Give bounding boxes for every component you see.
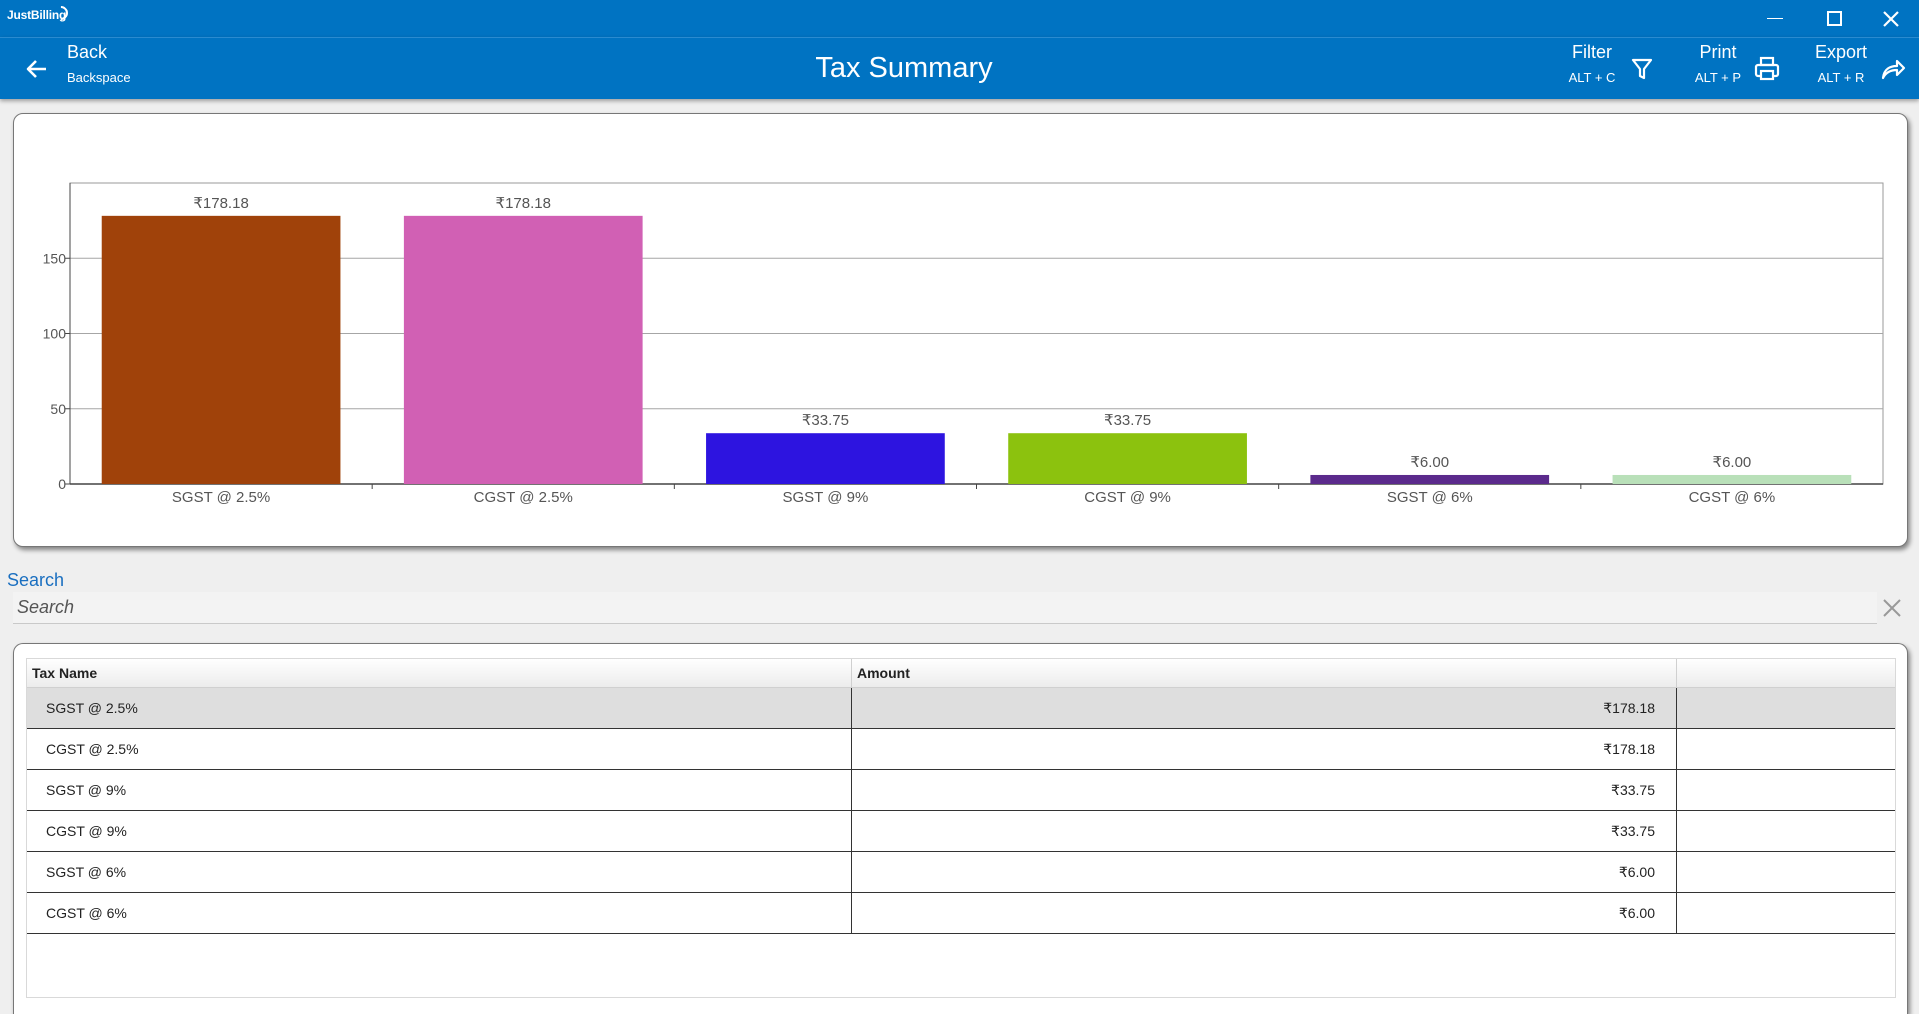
- y-tick-label: 50: [50, 401, 66, 417]
- bar: [403, 215, 643, 484]
- table-row[interactable]: CGST @ 9% ₹33.75: [27, 811, 1895, 852]
- back-arrow-icon: [26, 60, 46, 78]
- amount-cell: ₹178.18: [852, 688, 1677, 728]
- page-title: Tax Summary: [815, 52, 993, 84]
- bar: [706, 433, 945, 484]
- close-window-button[interactable]: [1863, 0, 1919, 37]
- tax-name-cell: CGST @ 9%: [27, 811, 852, 851]
- amount-cell: ₹33.75: [852, 770, 1677, 810]
- title-bar: JustBilling: [0, 0, 1919, 37]
- table-row[interactable]: CGST @ 6% ₹6.00: [27, 893, 1895, 934]
- close-icon: [1883, 10, 1899, 27]
- column-header-blank: [1677, 659, 1895, 688]
- back-button[interactable]: Back Backspace: [24, 38, 131, 100]
- print-label: Print: [1699, 42, 1737, 62]
- table-row[interactable]: SGST @ 2.5% ₹178.18: [27, 688, 1895, 729]
- amount-cell: ₹6.00: [852, 852, 1677, 892]
- chart-card: 0 50 100 150 ₹178.18 SGST @ 2.5% ₹178.18 CGST @…: [13, 113, 1908, 547]
- bar-data-label: ₹6.00: [1410, 454, 1449, 471]
- back-label: Back: [67, 42, 108, 62]
- printer-icon: [1754, 56, 1780, 81]
- print-button[interactable]: Print ALT + P: [1692, 38, 1780, 100]
- back-shortcut: Backspace: [67, 70, 131, 85]
- table-card: Tax Name Amount SGST @ 2.5% ₹178.18 CGST…: [13, 643, 1908, 1014]
- y-tick-label: 100: [43, 326, 67, 342]
- bar-data-label: ₹178.18: [496, 195, 551, 212]
- bar: [101, 215, 341, 484]
- export-label: Export: [1815, 42, 1868, 62]
- bar: [1310, 474, 1550, 484]
- filter-shortcut: ALT + C: [1568, 70, 1616, 85]
- tax-name-cell: CGST @ 6%: [27, 893, 852, 933]
- share-arrow-icon: [1881, 59, 1906, 80]
- y-tick-label: 0: [58, 476, 66, 492]
- amount-cell: ₹33.75: [852, 811, 1677, 851]
- tax-grid: Tax Name Amount SGST @ 2.5% ₹178.18 CGST…: [26, 658, 1896, 998]
- bar-data-label: ₹178.18: [193, 195, 248, 212]
- grid-header: Tax Name Amount: [27, 659, 1895, 688]
- empty-cell: [1677, 729, 1895, 769]
- maximize-icon: [1826, 11, 1842, 26]
- x-tick-label: CGST @ 6%: [1689, 489, 1776, 506]
- table-row[interactable]: CGST @ 2.5% ₹178.18: [27, 729, 1895, 770]
- x-tick-label: CGST @ 2.5%: [474, 489, 573, 506]
- export-button[interactable]: Export ALT + R: [1815, 38, 1907, 100]
- export-shortcut: ALT + R: [1817, 70, 1865, 85]
- bar-data-label: ₹33.75: [802, 412, 849, 429]
- tax-bar-chart: 0 50 100 150 ₹178.18 SGST @ 2.5% ₹178.18 CGST @…: [43, 182, 1884, 506]
- empty-cell: [1677, 893, 1895, 933]
- tax-name-cell: SGST @ 6%: [27, 852, 852, 892]
- filter-label: Filter: [1572, 42, 1612, 62]
- bar: [1008, 433, 1247, 484]
- x-tick-label: SGST @ 6%: [1387, 489, 1473, 506]
- clear-search-icon[interactable]: [1881, 597, 1903, 619]
- bar-data-label: ₹6.00: [1713, 454, 1752, 471]
- table-row[interactable]: SGST @ 6% ₹6.00: [27, 852, 1895, 893]
- page-header: Back Backspace Tax Summary Filter ALT + …: [0, 37, 1919, 99]
- column-header-tax-name[interactable]: Tax Name: [27, 659, 852, 688]
- search-label: Search: [7, 570, 65, 590]
- tax-name-cell: SGST @ 9%: [27, 770, 852, 810]
- x-tick-label: SGST @ 9%: [783, 489, 869, 506]
- filter-button[interactable]: Filter ALT + C: [1566, 38, 1653, 100]
- amount-cell: ₹6.00: [852, 893, 1677, 933]
- empty-cell: [1677, 811, 1895, 851]
- filter-icon: [1631, 58, 1653, 80]
- empty-cell: [1677, 688, 1895, 728]
- bar-data-label: ₹33.75: [1104, 412, 1151, 429]
- empty-cell: [1677, 770, 1895, 810]
- tax-name-cell: SGST @ 2.5%: [27, 688, 852, 728]
- tax-name-cell: CGST @ 2.5%: [27, 729, 852, 769]
- amount-cell: ₹178.18: [852, 729, 1677, 769]
- minimize-icon: [1767, 18, 1783, 19]
- y-tick-label: 150: [43, 250, 67, 266]
- x-tick-label: SGST @ 2.5%: [172, 489, 270, 506]
- minimize-button[interactable]: [1747, 0, 1803, 37]
- print-shortcut: ALT + P: [1694, 70, 1742, 85]
- search-input[interactable]: [13, 592, 1877, 623]
- maximize-button[interactable]: [1806, 0, 1862, 37]
- app-logo: JustBilling: [7, 8, 67, 22]
- table-row[interactable]: SGST @ 9% ₹33.75: [27, 770, 1895, 811]
- empty-cell: [1677, 852, 1895, 892]
- x-tick-label: CGST @ 9%: [1084, 489, 1171, 506]
- column-header-amount[interactable]: Amount: [852, 659, 1677, 688]
- bar: [1612, 474, 1852, 484]
- search-box: [13, 592, 1877, 624]
